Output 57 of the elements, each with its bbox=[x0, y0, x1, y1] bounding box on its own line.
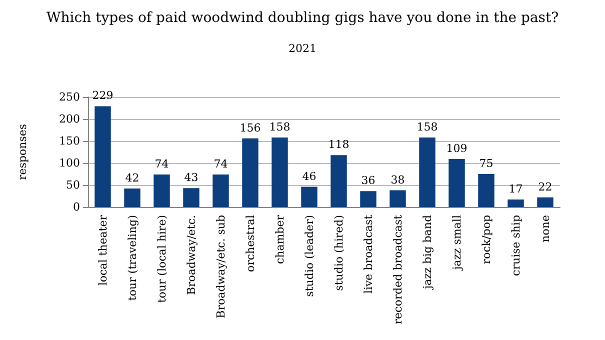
data-label: 17 bbox=[508, 182, 523, 196]
x-tick-label: none bbox=[538, 215, 552, 242]
data-label: 38 bbox=[390, 173, 405, 186]
data-label: 158 bbox=[416, 120, 438, 134]
data-label: 74 bbox=[214, 157, 228, 170]
bar bbox=[390, 190, 406, 207]
data-label: 229 bbox=[92, 89, 114, 102]
data-label: 109 bbox=[446, 142, 468, 156]
bar bbox=[508, 200, 524, 207]
bar bbox=[242, 138, 258, 207]
data-label: 75 bbox=[479, 157, 494, 170]
bar bbox=[478, 174, 494, 207]
bar bbox=[360, 191, 376, 207]
x-tick-label: cruise ship bbox=[509, 215, 522, 276]
x-tick-label: orchestral bbox=[244, 214, 257, 272]
bar bbox=[301, 186, 318, 207]
data-label: 158 bbox=[269, 120, 290, 134]
bar bbox=[124, 188, 140, 207]
bar bbox=[212, 174, 229, 207]
x-tick-label: tour (local hire) bbox=[155, 215, 168, 303]
y-tick-label: 100 bbox=[59, 156, 80, 170]
bar bbox=[330, 155, 347, 207]
y-tick-label: 200 bbox=[59, 112, 80, 126]
x-tick-label: studio (hired) bbox=[332, 215, 346, 291]
data-label: 46 bbox=[302, 170, 316, 183]
y-tick-label: 250 bbox=[59, 90, 80, 104]
x-tick-label: jazz big band bbox=[420, 215, 434, 291]
bar bbox=[537, 197, 554, 207]
chart-subtitle: 2021 bbox=[288, 42, 316, 55]
bar bbox=[272, 137, 288, 207]
data-label: 22 bbox=[538, 180, 552, 194]
data-label: 74 bbox=[154, 157, 169, 170]
data-label: 43 bbox=[184, 171, 198, 184]
x-tick-label: studio (leader) bbox=[302, 215, 316, 297]
bar bbox=[419, 137, 436, 207]
y-tick-label: 0 bbox=[73, 200, 80, 214]
x-tick-label: rock/pop bbox=[480, 215, 493, 264]
x-tick-label: Broadway/etc. bbox=[184, 215, 198, 296]
x-tick-label: live broadcast bbox=[362, 214, 375, 294]
x-tick-label: Broadway/etc. sub bbox=[214, 215, 228, 318]
x-tick-label: local theater bbox=[96, 214, 110, 286]
x-tick-label: tour (traveling) bbox=[126, 215, 139, 301]
chart-title: Which types of paid woodwind doubling gigs have you done in the past? bbox=[46, 10, 559, 26]
bar bbox=[183, 188, 200, 207]
bar bbox=[448, 159, 465, 207]
data-label: 42 bbox=[125, 172, 140, 185]
x-tick-label: jazz small bbox=[450, 214, 464, 272]
data-label: 156 bbox=[240, 121, 261, 134]
data-label: 36 bbox=[361, 174, 376, 188]
y-tick-label: 150 bbox=[59, 134, 80, 148]
bar bbox=[94, 106, 111, 207]
data-label: 118 bbox=[328, 138, 350, 152]
y-axis-title: responses bbox=[16, 124, 29, 180]
bar bbox=[154, 174, 170, 207]
y-tick-label: 50 bbox=[66, 178, 80, 192]
x-tick-label: recorded broadcast bbox=[391, 214, 404, 324]
x-tick-label: chamber bbox=[273, 214, 286, 264]
